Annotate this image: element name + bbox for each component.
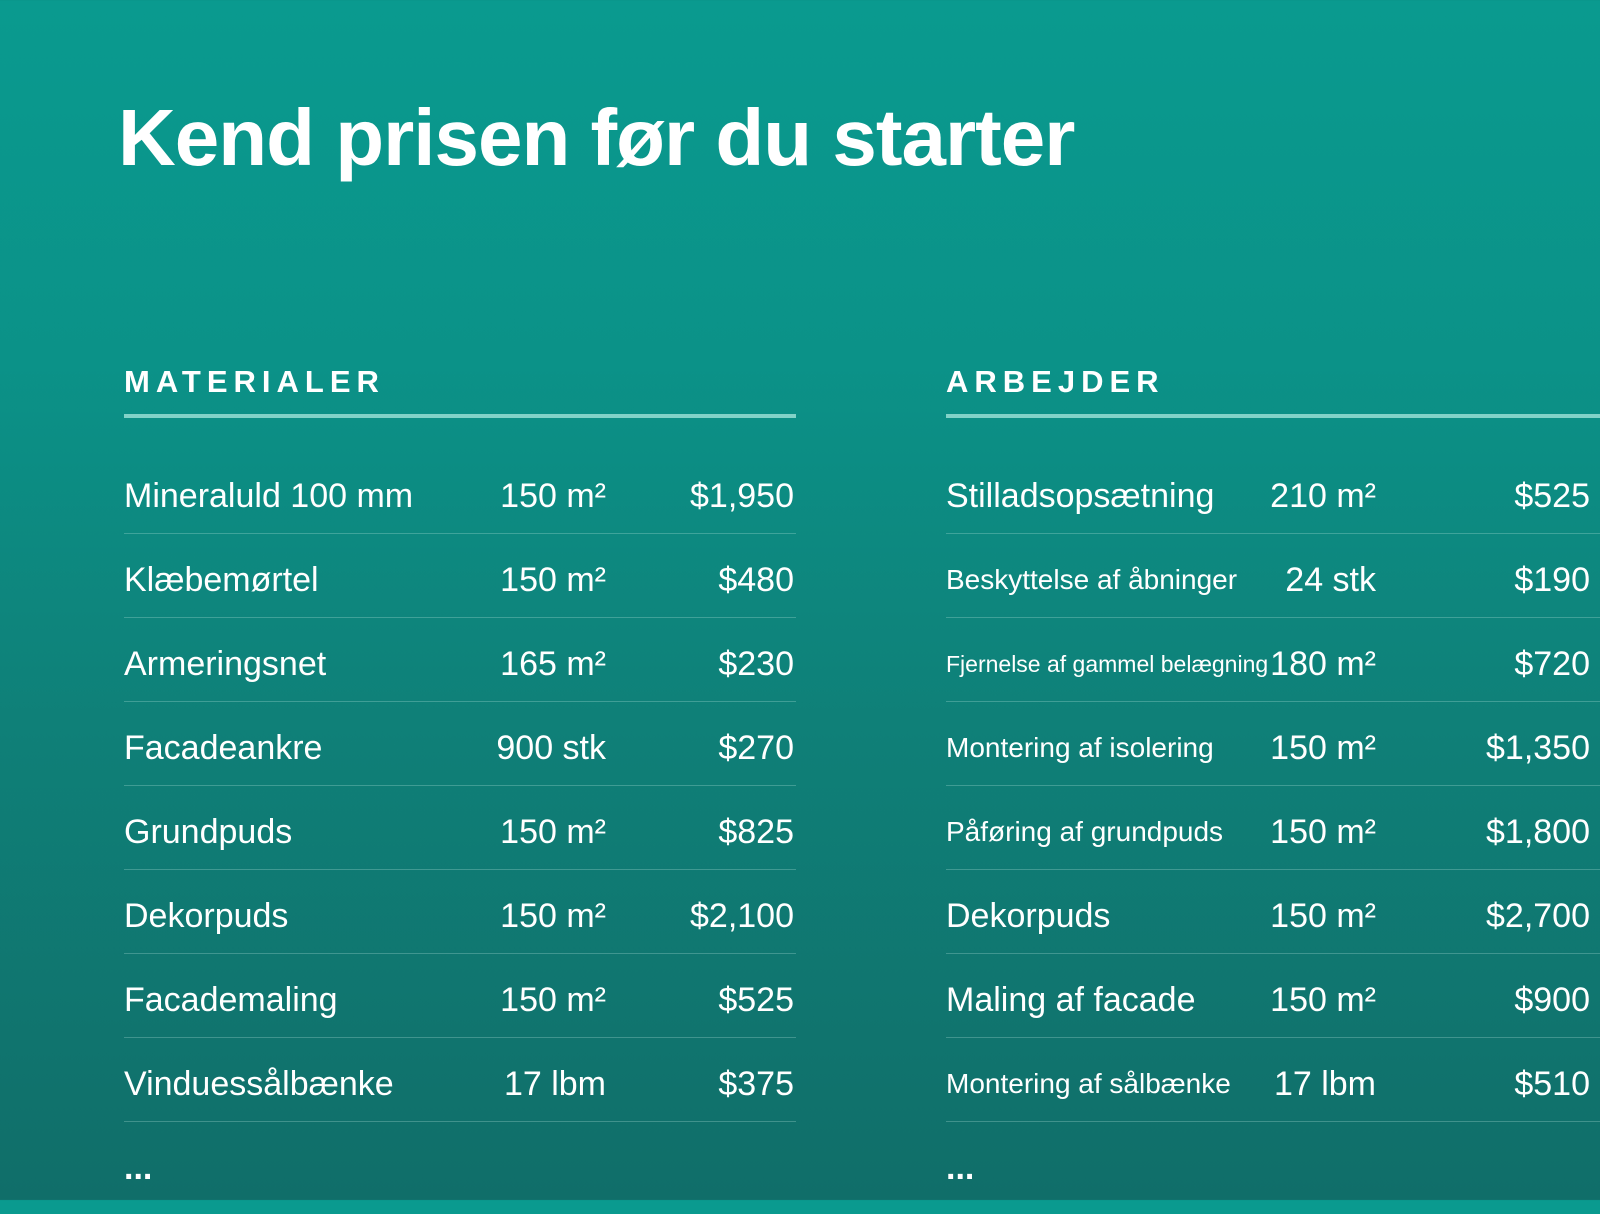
works-row: Montering af isolering 150 m² $1,350 [946, 702, 1600, 786]
work-name: Montering af sålbænke [946, 1068, 1231, 1099]
material-name: Klæbemørtel [124, 561, 319, 599]
material-price: $480 [718, 561, 794, 599]
material-price: $375 [718, 1065, 794, 1103]
material-price: $1,950 [690, 477, 794, 515]
material-name: Mineraluld 100 mm [124, 477, 414, 515]
materials-row: Dekorpuds 150 m² $2,100 [124, 870, 796, 954]
work-price: $720 [1514, 645, 1590, 683]
work-name: Montering af isolering [946, 732, 1214, 763]
work-name: Stilladsopsætning [946, 477, 1215, 515]
material-name: Armeringsnet [124, 645, 327, 683]
material-name: Dekorpuds [124, 897, 289, 935]
work-price: $1,350 [1486, 729, 1590, 767]
materials-row: Grundpuds 150 m² $825 [124, 786, 796, 870]
material-name: Facademaling [124, 981, 338, 1019]
work-quantity: 180 m² [1270, 645, 1376, 683]
works-header: ARBEJDER [946, 362, 1600, 418]
materials-ellipsis: ... [124, 1149, 153, 1187]
works-more: ... [946, 1122, 1600, 1205]
materials-more: ... [124, 1122, 796, 1205]
work-quantity: 24 stk [1285, 561, 1376, 599]
work-price: $1,800 [1486, 813, 1590, 851]
work-name: Påføring af grundpuds [946, 816, 1224, 847]
work-name: Beskyttelse af åbninger [946, 564, 1238, 595]
material-quantity: 150 m² [500, 981, 606, 1019]
work-quantity: 150 m² [1270, 897, 1376, 935]
works-row: Beskyttelse af åbninger 24 stk $190 [946, 534, 1600, 618]
work-price: $510 [1514, 1065, 1590, 1103]
works-section: ARBEJDER Stilladsopsætning 210 m² $525 B… [946, 362, 1600, 1205]
material-name: Grundpuds [124, 813, 293, 851]
material-price: $525 [718, 981, 794, 1019]
materials-header: MATERIALER [124, 362, 796, 418]
material-name: Facadeankre [124, 729, 323, 767]
work-quantity: 150 m² [1270, 729, 1376, 767]
materials-row: Facademaling 150 m² $525 [124, 954, 796, 1038]
works-row: Stilladsopsætning 210 m² $525 [946, 450, 1600, 534]
material-quantity: 17 lbm [503, 1065, 606, 1103]
works-list: Stilladsopsætning 210 m² $525 Beskyttels… [946, 450, 1600, 1205]
works-row: Montering af sålbænke 17 lbm $510 [946, 1038, 1600, 1122]
material-price: $2,100 [690, 897, 794, 935]
materials-row: Mineraluld 100 mm 150 m² $1,950 [124, 450, 796, 534]
works-row: Dekorpuds 150 m² $2,700 [946, 870, 1600, 954]
work-name: Maling af facade [946, 981, 1196, 1019]
page-title: Kend prisen før du starter [118, 93, 1075, 182]
material-quantity: 900 stk [496, 729, 606, 767]
work-quantity: 150 m² [1270, 981, 1376, 1019]
work-price: $900 [1514, 981, 1590, 1019]
material-price: $270 [718, 729, 794, 767]
materials-row: Armeringsnet 165 m² $230 [124, 618, 796, 702]
materials-row: Facadeankre 900 stk $270 [124, 702, 796, 786]
materials-row: Vinduessålbænke 17 lbm $375 [124, 1038, 796, 1122]
work-quantity: 17 lbm [1273, 1065, 1376, 1103]
work-name: Dekorpuds [946, 897, 1111, 935]
material-name: Vinduessålbænke [124, 1065, 394, 1103]
material-price: $825 [718, 813, 794, 851]
work-quantity: 150 m² [1270, 813, 1376, 851]
material-quantity: 165 m² [500, 645, 606, 683]
works-ellipsis: ... [946, 1149, 975, 1187]
material-quantity: 150 m² [500, 561, 606, 599]
work-name: Fjernelse af gammel belægning [946, 651, 1269, 677]
material-price: $230 [718, 645, 794, 683]
material-quantity: 150 m² [500, 897, 606, 935]
works-row: Fjernelse af gammel belægning 180 m² $72… [946, 618, 1600, 702]
work-quantity: 210 m² [1270, 477, 1376, 515]
works-row: Maling af facade 150 m² $900 [946, 954, 1600, 1038]
material-quantity: 150 m² [500, 813, 606, 851]
material-quantity: 150 m² [500, 477, 606, 515]
materials-section: MATERIALER Mineraluld 100 mm 150 m² $1,9… [124, 362, 796, 1205]
works-row: Påføring af grundpuds 150 m² $1,800 [946, 786, 1600, 870]
materials-row: Klæbemørtel 150 m² $480 [124, 534, 796, 618]
materials-list: Mineraluld 100 mm 150 m² $1,950 Klæbemør… [124, 450, 796, 1205]
work-price: $190 [1514, 561, 1590, 599]
work-price: $525 [1514, 477, 1590, 515]
work-price: $2,700 [1486, 897, 1590, 935]
